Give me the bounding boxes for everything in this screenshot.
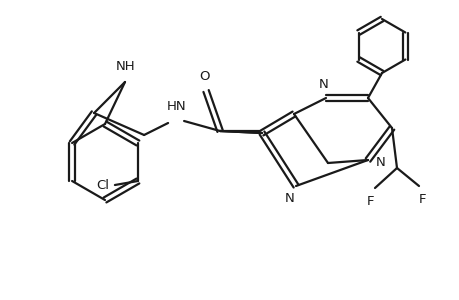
- Text: HN: HN: [166, 100, 185, 113]
- Text: N: N: [375, 155, 385, 169]
- Text: O: O: [198, 70, 209, 83]
- Text: Cl: Cl: [95, 178, 109, 191]
- Text: N: N: [319, 78, 328, 91]
- Text: N: N: [285, 192, 294, 205]
- Text: NH: NH: [116, 60, 135, 73]
- Text: F: F: [366, 195, 374, 208]
- Text: F: F: [418, 193, 426, 206]
